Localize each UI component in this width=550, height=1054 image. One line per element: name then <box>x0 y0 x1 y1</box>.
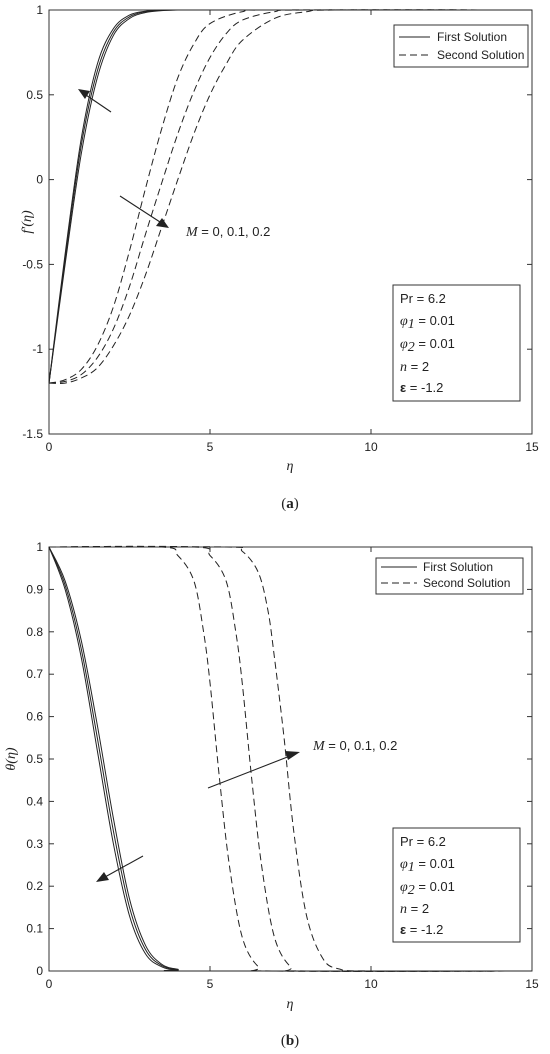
x-axis-label: η <box>287 997 294 1012</box>
x-axis-label: η <box>287 459 294 474</box>
series-line-second-solution <box>48 9 533 384</box>
series-group <box>48 9 533 384</box>
arrow-first-solution <box>78 89 112 113</box>
y-tick-label: 0.3 <box>26 837 43 851</box>
series-line-second-solution <box>48 9 533 384</box>
param-phi1: φ1 = 0.01 <box>400 313 455 332</box>
y-tick-label: 0.5 <box>26 88 43 102</box>
y-tick-label: 0.4 <box>26 794 43 808</box>
legend: First Solution Second Solution <box>393 24 529 68</box>
y-axis-label: f′(η) <box>20 210 35 234</box>
x-tick-label: 0 <box>46 440 53 454</box>
panel-b: 0 5 10 15 0 0.1 0.2 0.3 0.4 0.5 0.6 0.7 0.8 0.9 1 η θ(… <box>4 540 539 1049</box>
param-eps: ε = -1.2 <box>400 380 443 395</box>
legend-label-second: Second Solution <box>437 48 524 62</box>
caption-a: (a) <box>281 496 299 512</box>
parameter-box-frame <box>392 284 521 402</box>
param-n: n = 2 <box>400 901 429 917</box>
y-tick-label: 0.5 <box>26 752 43 766</box>
x-tick-label: 0 <box>46 977 53 991</box>
x-tick-label: 5 <box>207 977 214 991</box>
y-tick-label: 0.7 <box>26 667 43 681</box>
panel-a: 0 5 10 15 -1.5 -1 -0.5 0 0.5 1 η f′(η) First Solu… <box>20 3 539 512</box>
y-tick-label: 0.8 <box>26 625 43 639</box>
parameter-box: Pr = 6.2 φ1 = 0.01 φ2 = 0.01 n = 2 ε = -… <box>392 284 521 402</box>
y-tick-label: 0.1 <box>26 922 43 936</box>
y-tick-label: 0.9 <box>26 582 43 596</box>
series-line-second-solution <box>48 546 533 972</box>
series-line-first-solution <box>48 9 532 384</box>
param-pr: Pr = 6.2 <box>400 291 446 306</box>
y-tick-label: -1.5 <box>22 427 43 441</box>
series-group <box>48 545 533 972</box>
arrow-first-solution <box>96 855 144 882</box>
param-phi1: φ1 = 0.01 <box>400 856 455 875</box>
legend-label-second: Second Solution <box>423 576 510 590</box>
y-tick-label: 0.2 <box>26 879 43 893</box>
parameter-box: Pr = 6.2 φ1 = 0.01 φ2 = 0.01 n = 2 ε = -… <box>392 827 521 943</box>
series-line-first-solution <box>48 546 533 972</box>
y-tick-label: 1 <box>36 540 43 554</box>
arrow-second-solution <box>119 195 169 228</box>
x-tick-label: 15 <box>525 440 539 454</box>
y-tick-label: -1 <box>32 342 43 356</box>
y-tick-label: 1 <box>36 3 43 17</box>
tick-group: 0 5 10 15 0 0.1 0.2 0.3 0.4 0.5 0.6 0.7 0.8 0.9 1 <box>26 540 539 991</box>
x-tick-label: 15 <box>525 977 539 991</box>
series-line-second-solution <box>48 545 533 972</box>
legend: First Solution Second Solution <box>375 557 524 595</box>
param-eps: ε = -1.2 <box>400 922 443 937</box>
y-axis-label: θ(η) <box>4 747 19 770</box>
x-tick-label: 5 <box>207 440 214 454</box>
x-tick-label: 10 <box>364 440 378 454</box>
legend-box <box>393 24 529 68</box>
arrow-second-solution <box>207 751 300 789</box>
param-pr: Pr = 6.2 <box>400 834 446 849</box>
legend-label-first: First Solution <box>423 560 493 574</box>
tick-group: 0 5 10 15 -1.5 -1 -0.5 0 0.5 1 <box>22 3 539 454</box>
legend-label-first: First Solution <box>437 30 507 44</box>
annotation-m-values: M = 0, 0.1, 0.2 <box>185 224 270 240</box>
legend-box <box>375 557 524 595</box>
param-phi2: φ2 = 0.01 <box>400 336 455 355</box>
parameter-box-frame <box>392 827 521 943</box>
x-tick-label: 10 <box>364 977 378 991</box>
y-tick-label: -0.5 <box>22 257 43 271</box>
series-line-second-solution <box>48 9 533 384</box>
caption-b: (b) <box>281 1033 299 1049</box>
param-n: n = 2 <box>400 359 429 375</box>
series-line-second-solution <box>48 545 533 972</box>
y-tick-label: 0 <box>36 173 43 187</box>
annotation-m-values: M = 0, 0.1, 0.2 <box>312 738 397 754</box>
y-tick-label: 0.6 <box>26 710 43 724</box>
y-tick-label: 0 <box>36 964 43 978</box>
param-phi2: φ2 = 0.01 <box>400 879 455 898</box>
